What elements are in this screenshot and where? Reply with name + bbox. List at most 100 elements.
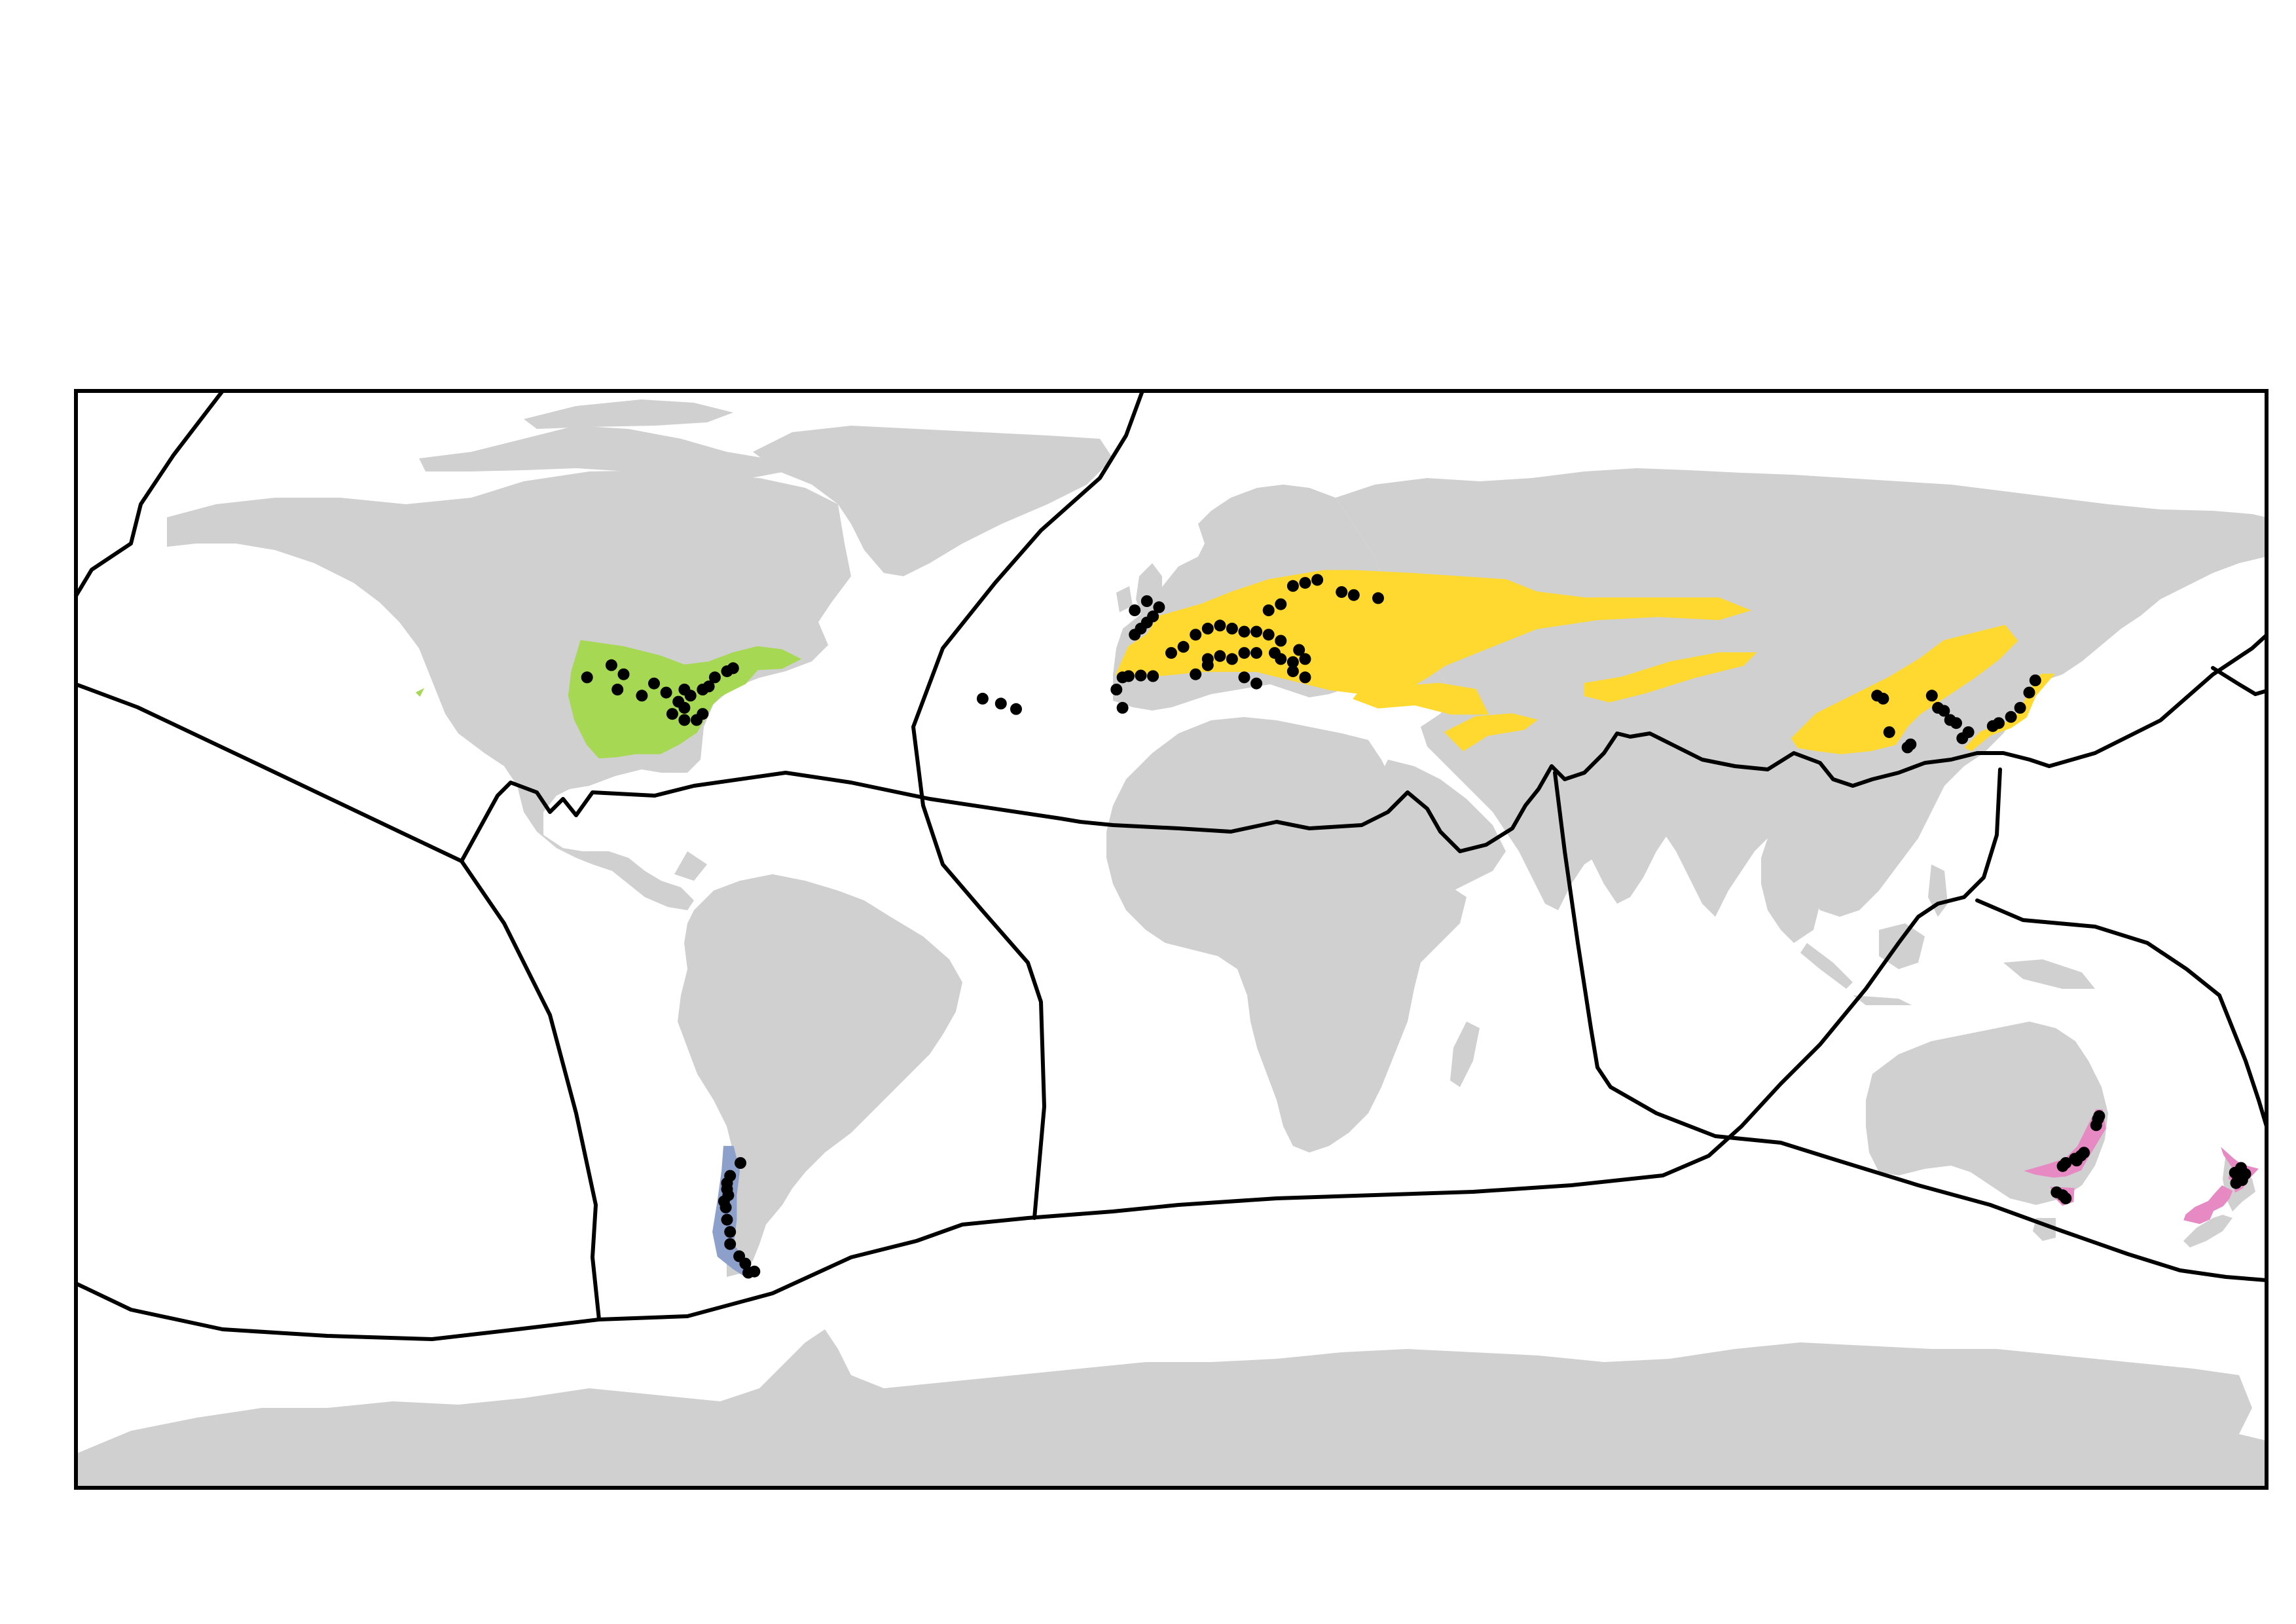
occurrence-point [739, 1257, 752, 1270]
occurrence-point [1238, 671, 1250, 684]
occurrence-point [1177, 640, 1190, 653]
occurrence-point [1140, 595, 1153, 607]
occurrence-point [1299, 577, 1311, 589]
land-australia [1866, 1022, 2108, 1205]
occurrence-point [1153, 601, 1165, 614]
occurrence-point [1129, 604, 1141, 616]
occurrence-point [1962, 726, 1975, 739]
land-ireland [1116, 586, 1133, 612]
occurrence-point [702, 680, 715, 693]
occurrence-point [1250, 625, 1263, 638]
occurrence-point [1190, 629, 1202, 641]
occurrence-point [1993, 717, 2005, 729]
occurrence-point [1336, 586, 1348, 599]
occurrence-point [605, 659, 617, 671]
land-new-zealand-south [2183, 1215, 2232, 1247]
land-arctic-islands-north [524, 399, 733, 429]
occurrence-point [678, 701, 691, 714]
occurrence-point [617, 668, 630, 680]
occurrence-point [1147, 610, 1159, 623]
land-arctic-archipelago [419, 426, 786, 481]
boundary-lines [76, 391, 2267, 1341]
occurrence-point [724, 1238, 737, 1250]
occurrence-point [2090, 1119, 2102, 1132]
occurrence-point [1214, 619, 1226, 632]
map-frame [74, 389, 2269, 1490]
occurrence-point [648, 677, 660, 690]
occurrence-point [1950, 717, 1962, 729]
occurrence-point [1286, 580, 1299, 592]
occurrence-point [2229, 1166, 2241, 1179]
occurrence-point [697, 708, 709, 720]
occurrence-point [1214, 650, 1226, 662]
boundary-pacific-south-american [460, 859, 601, 1321]
occurrence-point [678, 714, 691, 726]
land-indochina [1761, 838, 1820, 943]
boundary-east-pacific-northeast [2211, 666, 2267, 696]
occurrence-point [2023, 686, 2035, 699]
occurrence-point [1190, 668, 1202, 680]
land-madagascar [1450, 1022, 1480, 1087]
occurrence-point [1275, 653, 1287, 665]
region-caucasus-anatolia [1353, 682, 1489, 715]
occurrence-point [2056, 1160, 2069, 1172]
occurrence-point [735, 1157, 746, 1169]
land-africa [1106, 717, 1467, 1153]
occurrence-point [1883, 726, 1895, 739]
occurrence-point [1286, 665, 1299, 678]
occurrence-point [1299, 653, 1311, 665]
land-new-guinea [2003, 959, 2095, 989]
occurrence-point [2005, 710, 2017, 723]
region-new-zealand-south [2183, 1185, 2233, 1225]
occurrence-point [1877, 692, 1889, 705]
boundary-pacific-north [76, 633, 2267, 863]
region-east-asia [1791, 625, 2018, 754]
occurrence-point [1293, 644, 1305, 656]
land-antarctica [76, 1329, 2267, 1488]
occurrence-point [1165, 647, 1177, 659]
boundary-nearctic-northwest [76, 391, 225, 598]
land-japan [2010, 629, 2062, 701]
land-south-america [678, 874, 962, 1277]
occurrence-point [727, 662, 739, 674]
occurrence-point [636, 690, 648, 702]
occurrence-point [1122, 670, 1135, 682]
occurrence-point [1226, 622, 1238, 635]
occurrence-point [660, 686, 672, 699]
region-southeast-australia [2024, 1109, 2106, 1178]
occurrence-point [1904, 738, 1917, 750]
boundary-southern-ocean [76, 767, 2002, 1341]
occurrence-point [1299, 671, 1311, 684]
occurrence-point [1372, 592, 1384, 604]
occurrence-point [976, 692, 989, 705]
occurrence-point [1147, 670, 1159, 682]
occurrence-point [684, 690, 697, 702]
occurrence-point [611, 684, 624, 695]
region-alborz-zagros [1444, 713, 1538, 752]
occurrence-point [1925, 690, 1938, 702]
region-western-north-america-patch [415, 688, 425, 697]
occurrence-point [1250, 677, 1263, 690]
occurrence-point [2014, 701, 2026, 714]
occurrence-point [1201, 622, 1214, 635]
occurrence-point [1250, 647, 1263, 659]
boundary-atlantic-mid [911, 391, 1144, 1220]
occurrence-point [1286, 656, 1299, 669]
occurrence-point [666, 708, 678, 720]
land-java [1853, 995, 1912, 1005]
occurrence-point [2071, 1154, 2083, 1167]
occurrence-point [2029, 674, 2041, 686]
occurrence-points-layer [581, 574, 2251, 1279]
land-north-america [167, 470, 851, 910]
occurrence-point [721, 1213, 733, 1226]
occurrence-point [1238, 625, 1250, 638]
occurrence-point [724, 1226, 737, 1238]
boundary-indian-ocean [1553, 771, 2267, 1282]
map-panel [76, 391, 2267, 1488]
occurrence-point [994, 697, 1007, 710]
occurrence-point [1938, 705, 1950, 717]
occurrence-point [1116, 701, 1129, 714]
land-india [1568, 766, 1676, 904]
occurrence-point [1262, 604, 1275, 616]
land-sumatra [1800, 943, 1853, 989]
